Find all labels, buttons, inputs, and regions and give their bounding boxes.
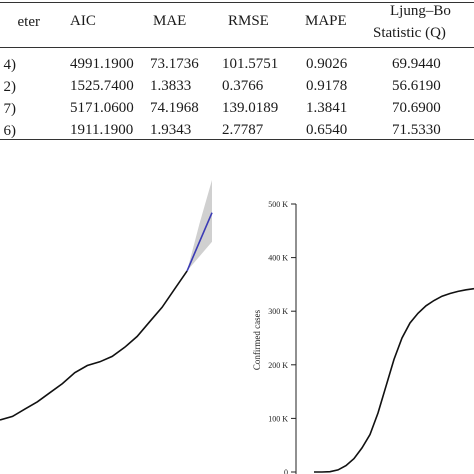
param-cell-clipped: 4) [0, 57, 17, 75]
y-axis-label: Confirmed cases [252, 309, 262, 370]
header-param: eter [17, 14, 40, 30]
forecast-chart [0, 180, 213, 421]
q-cell: 56.6190 [392, 78, 441, 94]
header-ljung-line1: Ljung–Bo [390, 3, 451, 19]
y-tick-label: 300 K [268, 307, 288, 316]
mae-cell: 73.1736 [150, 56, 199, 72]
mape-cell: 0.9026 [306, 56, 348, 72]
rmse-cell: 139.0189 [222, 100, 279, 116]
y-tick-label: 100 K [268, 414, 288, 423]
observed-line [0, 270, 188, 421]
y-ticks: 0 100 K 200 K 300 K 400 K 500 K [268, 200, 296, 474]
param-cell-clipped: 7) [0, 101, 17, 119]
confirmed-cases-line [314, 287, 474, 473]
param-cell: 4) [3, 57, 17, 73]
table-top-rule [0, 2, 474, 3]
aic-cell: 5171.0600 [70, 100, 134, 116]
table-bottom-rule [0, 139, 474, 140]
mape-cell: 0.9178 [306, 78, 348, 94]
q-cell: 71.5330 [392, 122, 441, 138]
aic-cell: 4991.1900 [70, 56, 134, 72]
forecast-confidence-band [187, 180, 212, 271]
aic-cell: 1525.7400 [70, 78, 134, 94]
y-tick-label: 0 [284, 468, 288, 474]
y-tick-label: 200 K [268, 361, 288, 370]
param-cell-clipped: . 6) [0, 123, 16, 141]
mape-cell: 1.3841 [306, 100, 348, 116]
mae-cell: 1.9343 [150, 122, 192, 138]
header-aic: AIC [70, 13, 96, 29]
y-tick-label: 400 K [268, 254, 288, 263]
mae-cell: 1.3833 [150, 78, 192, 94]
rmse-cell: 0.3766 [222, 78, 264, 94]
header-mape: MAPE [305, 13, 347, 29]
header-param-clipped: eter [0, 14, 40, 32]
aic-cell: 1911.1900 [70, 122, 134, 138]
forecast-line [186, 212, 213, 272]
param-cell-clipped: 2) [0, 79, 17, 97]
mae-cell: 74.1968 [150, 100, 199, 116]
q-cell: 70.6900 [392, 100, 441, 116]
header-rmse: RMSE [228, 13, 269, 29]
rmse-cell: 101.5751 [222, 56, 279, 72]
rmse-cell: 2.7787 [222, 122, 264, 138]
header-ljung-line2: Statistic (Q) [373, 25, 446, 41]
table-header-rule [0, 47, 474, 48]
q-cell: 69.9440 [392, 56, 441, 72]
mape-cell: 0.6540 [306, 122, 348, 138]
y-tick-label: 500 K [268, 200, 288, 209]
param-cell: . 6) [0, 123, 16, 139]
param-cell: 2) [3, 79, 17, 95]
confirmed-cases-chart: 0 100 K 200 K 300 K 400 K 500 K Confirmed cas… [252, 200, 474, 474]
param-cell: 7) [3, 101, 17, 117]
header-mae: MAE [153, 13, 187, 29]
